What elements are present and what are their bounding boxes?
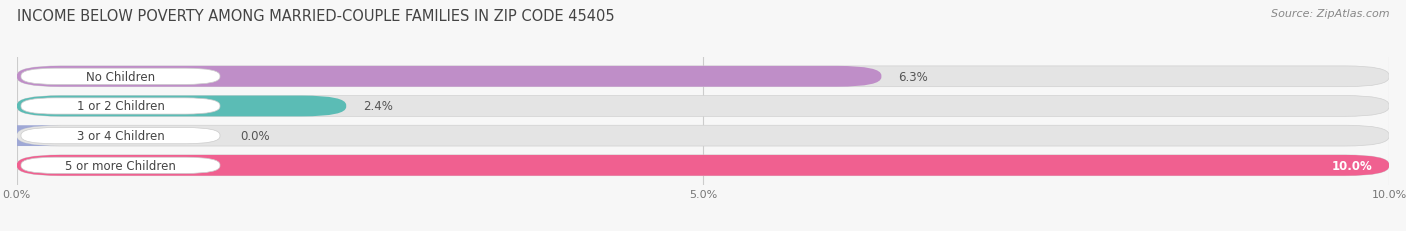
FancyBboxPatch shape (17, 155, 1389, 176)
FancyBboxPatch shape (17, 67, 1389, 87)
FancyBboxPatch shape (21, 98, 219, 115)
FancyBboxPatch shape (17, 67, 882, 87)
Text: 5 or more Children: 5 or more Children (65, 159, 176, 172)
FancyBboxPatch shape (21, 69, 219, 85)
Text: 10.0%: 10.0% (1331, 159, 1372, 172)
FancyBboxPatch shape (17, 155, 1389, 176)
Text: 0.0%: 0.0% (240, 130, 270, 143)
FancyBboxPatch shape (17, 126, 1389, 146)
Text: 6.3%: 6.3% (898, 70, 928, 83)
Text: Source: ZipAtlas.com: Source: ZipAtlas.com (1271, 9, 1389, 19)
FancyBboxPatch shape (21, 128, 219, 144)
Text: No Children: No Children (86, 70, 155, 83)
FancyBboxPatch shape (0, 126, 60, 146)
Text: INCOME BELOW POVERTY AMONG MARRIED-COUPLE FAMILIES IN ZIP CODE 45405: INCOME BELOW POVERTY AMONG MARRIED-COUPL… (17, 9, 614, 24)
FancyBboxPatch shape (17, 96, 1389, 117)
Text: 1 or 2 Children: 1 or 2 Children (76, 100, 165, 113)
FancyBboxPatch shape (17, 96, 346, 117)
FancyBboxPatch shape (21, 158, 219, 174)
Text: 3 or 4 Children: 3 or 4 Children (76, 130, 165, 143)
Text: 2.4%: 2.4% (363, 100, 392, 113)
